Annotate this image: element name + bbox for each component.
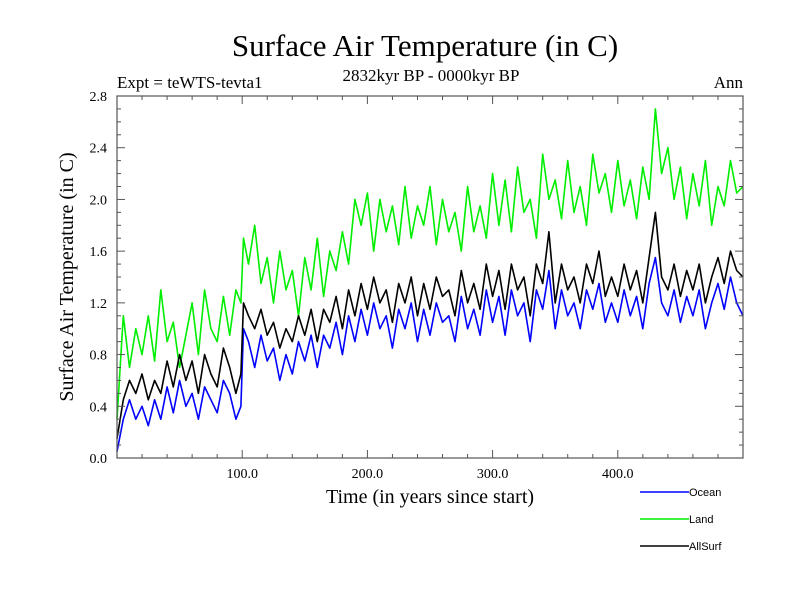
y-tick-label: 0.4	[90, 400, 108, 415]
period-label: 2832kyr BP - 0000kyr BP	[343, 66, 520, 85]
y-tick-label: 0.8	[90, 349, 108, 364]
y-tick-label: 1.2	[90, 297, 108, 312]
chart-title: Surface Air Temperature (in C)	[232, 28, 618, 63]
x-tick-label: 200.0	[352, 467, 384, 482]
season-label: Ann	[714, 73, 744, 92]
legend-item-allsurf: AllSurf	[640, 541, 722, 553]
y-tick-label: 1.6	[90, 245, 108, 260]
y-tick-label: 2.0	[90, 193, 108, 208]
legend-label: Land	[689, 514, 713, 526]
x-axis-label: Time (in years since start)	[326, 486, 534, 508]
y-tick-label: 0.0	[90, 452, 108, 467]
y-tick-label: 2.8	[90, 90, 108, 105]
series-line-ocean	[116, 256, 744, 452]
legend: Ocean Land AllSurf	[640, 487, 722, 553]
y-tick-label: 2.4	[90, 142, 108, 157]
plot-frame	[116, 95, 744, 459]
x-tick-label: 100.0	[226, 467, 258, 482]
series-line-allsurf	[116, 211, 744, 439]
series-layer	[116, 108, 744, 452]
x-tick-label: 400.0	[602, 467, 634, 482]
legend-item-land: Land	[640, 514, 713, 526]
legend-label: Ocean	[689, 487, 721, 499]
series-line-land	[116, 108, 744, 420]
experiment-label: Expt = teWTS-tevta1	[117, 73, 263, 92]
ticks-layer: 100.0 200.0 300.0 400.0 0.0 0.4 0.8 1.2 1.6 2.0 2.…	[90, 90, 743, 482]
x-tick-label: 300.0	[477, 467, 509, 482]
y-axis-label: Surface Air Temperature (in C)	[56, 152, 78, 401]
legend-item-ocean: Ocean	[640, 487, 721, 499]
legend-label: AllSurf	[689, 541, 722, 553]
